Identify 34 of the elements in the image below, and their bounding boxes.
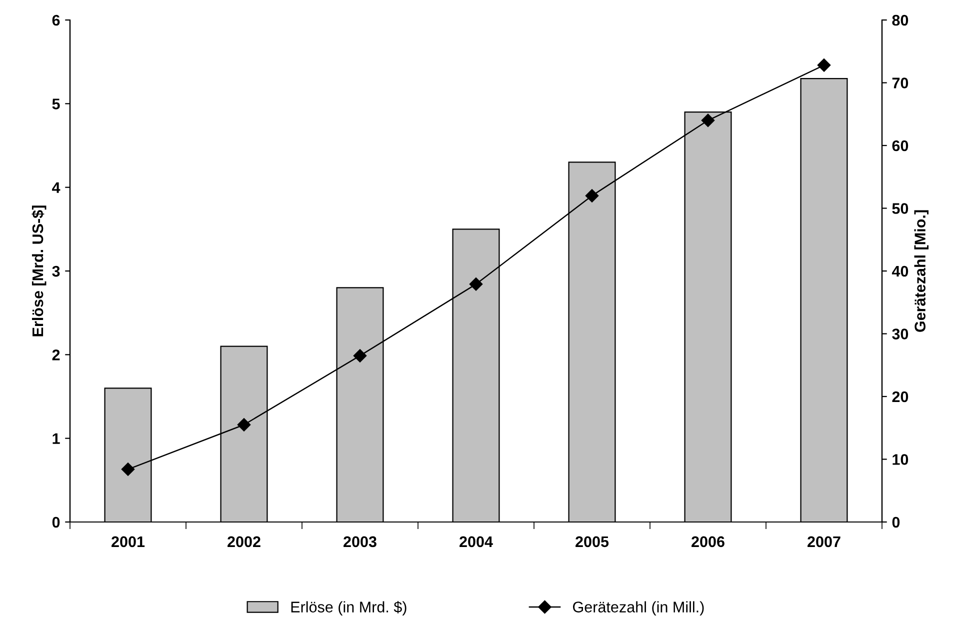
point [585, 189, 599, 202]
point [701, 114, 715, 127]
y2-tick-label: 70 [892, 78, 908, 88]
y2-axis-title: Gerätezahl [Mio.] [914, 210, 929, 332]
x-tick-label: 2002 [228, 536, 260, 548]
y2-tick-label: 30 [892, 328, 908, 340]
y-tick-label: 6 [52, 14, 60, 26]
y-axis-title: Erlöse [Mrd. US-$] [32, 206, 46, 336]
y-tick-label: 4 [52, 182, 60, 193]
y2-tick-label: 80 [892, 14, 908, 26]
y-tick-label: 2 [52, 350, 60, 360]
x-tick-label: 2006 [692, 536, 724, 548]
y-tick-label: 5 [52, 98, 60, 110]
y-tick-label: 0 [52, 516, 60, 528]
x-tick-label: 2001 [112, 536, 145, 548]
y2-tick-label: 40 [892, 266, 908, 277]
point [353, 349, 367, 362]
y2-tick-label: 60 [892, 140, 908, 152]
y2-tick-label: 0 [892, 516, 900, 528]
y-tick-label: 3 [52, 266, 60, 277]
y-tick-label: 1 [52, 433, 60, 444]
y2-tick-label: 20 [892, 391, 908, 402]
point [237, 418, 251, 432]
point [817, 58, 831, 72]
y2-tick-label: 50 [892, 203, 908, 214]
x-tick-label: 2005 [576, 536, 609, 548]
x-tick-label: 2007 [808, 536, 840, 548]
legend-label: Gerätezahl (in Mill.) [573, 601, 704, 616]
legend-label: Erlöse (in Mrd. $) [291, 601, 406, 616]
x-tick-label: 2004 [460, 536, 493, 548]
point [121, 462, 135, 476]
x-tick-label: 2003 [344, 536, 376, 548]
point [469, 278, 483, 291]
y2-tick-label: 10 [892, 454, 908, 465]
